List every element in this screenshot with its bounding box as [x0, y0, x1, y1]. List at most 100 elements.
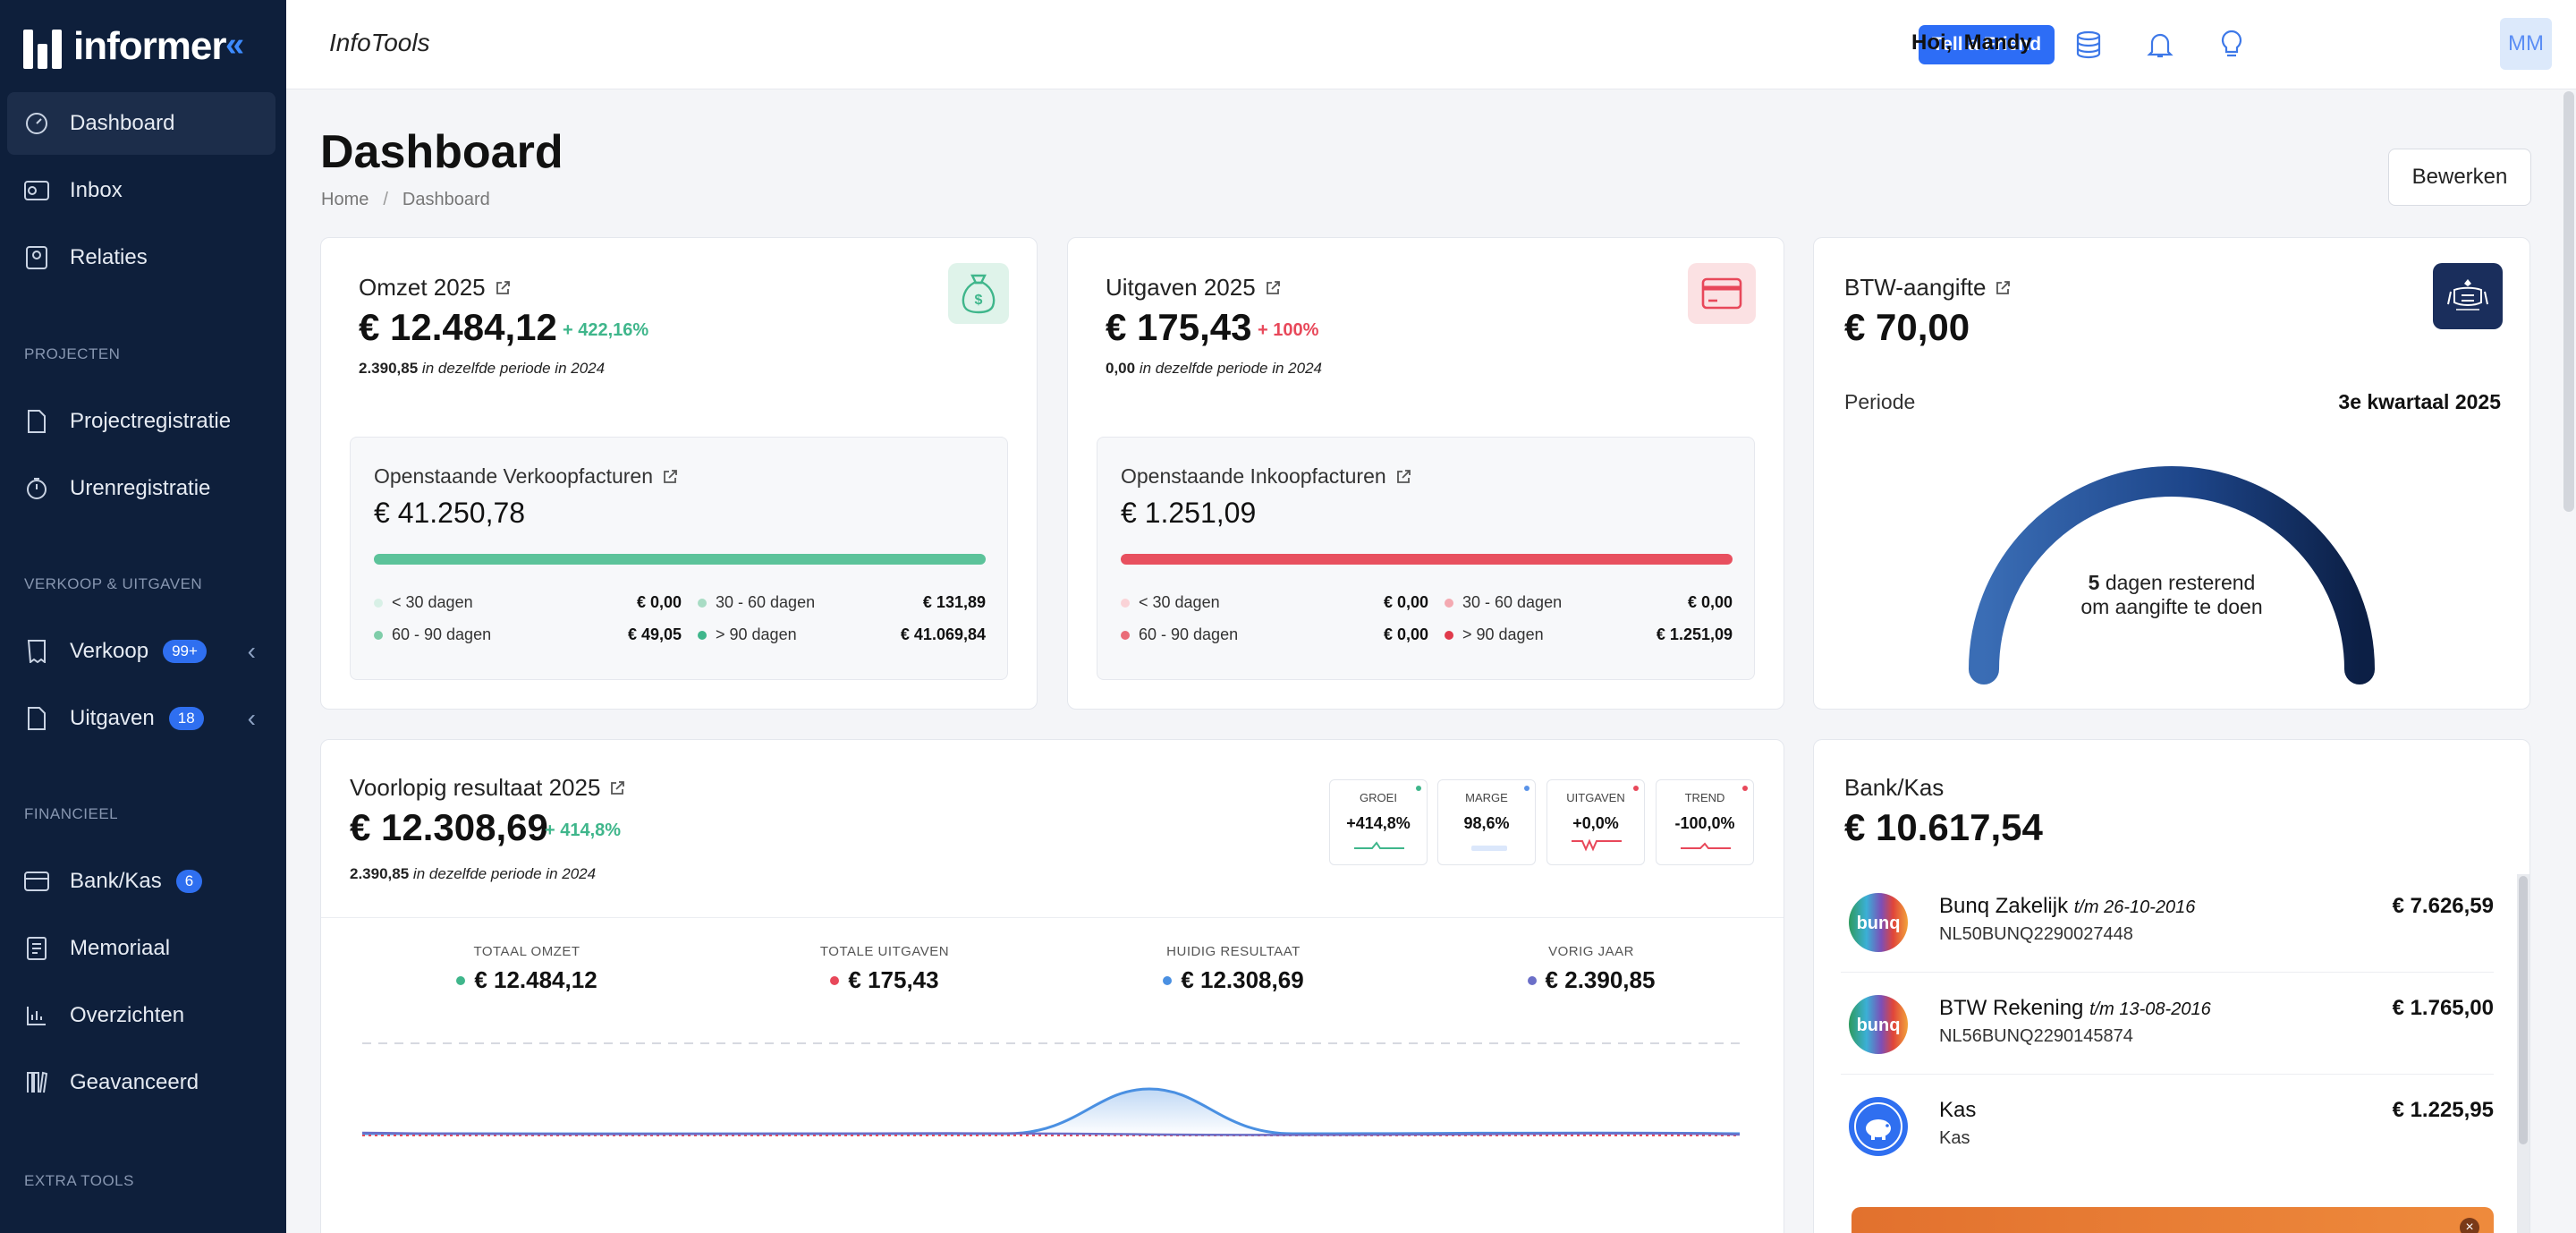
kpi-label: UITGAVEN [1566, 791, 1625, 804]
btw-title[interactable]: BTW-aangifte [1844, 274, 2011, 302]
kpi-dot [1524, 786, 1530, 791]
scrollbar-track[interactable] [2517, 874, 2529, 1233]
stopwatch-icon [23, 475, 50, 502]
legend-dot [1121, 630, 1130, 640]
promo-banner[interactable]: × [1852, 1207, 2494, 1233]
sidebar-item-overzichten[interactable]: Overzichten [7, 984, 275, 1047]
omzet-title[interactable]: Omzet 2025 [359, 274, 511, 302]
chevron-left-icon[interactable]: ‹ [247, 637, 256, 665]
legend-30-60: 30 - 60 dagen [698, 593, 815, 612]
card-title-text: Uitgaven 2025 [1106, 274, 1256, 301]
compare-text: in dezelfde periode in 2024 [1135, 360, 1322, 377]
legend-value: € 0,00 [1687, 593, 1733, 611]
kpi-value: +414,8% [1346, 814, 1411, 832]
legend-value: € 0,00 [1383, 625, 1428, 643]
credit-card-icon [1688, 263, 1756, 324]
deadline-gauge [1969, 466, 2375, 685]
edit-dashboard-button[interactable]: Bewerken [2388, 149, 2531, 206]
legend-60-90: 60 - 90 dagen [1121, 625, 1238, 644]
sidebar-item-geavanceerd[interactable]: Geavanceerd [7, 1051, 275, 1114]
bank-account-row[interactable]: bunq Bunq Zakelijk t/m 26-10-2016 NL50BU… [1841, 871, 2494, 973]
external-link-icon[interactable] [495, 280, 511, 296]
total-value-row: € 12.308,69 [1126, 966, 1341, 994]
breadcrumb-home[interactable]: Home [321, 190, 369, 209]
external-link-icon[interactable] [609, 780, 625, 796]
kpi-trend[interactable]: TREND -100,0% [1656, 779, 1754, 865]
count-badge: 6 [175, 870, 203, 893]
sidebar-item-label: Geavanceerd [70, 1070, 199, 1094]
kpi-dot [1416, 786, 1421, 791]
resultaat-amount: € 12.308,69 [350, 806, 548, 848]
open-sales-invoices[interactable]: Openstaande Verkoopfacturen € 41.250,78 … [350, 437, 1008, 680]
sidebar-item-dashboard[interactable]: Dashboard [7, 92, 275, 155]
omzet-delta: + 422,16% [563, 320, 649, 340]
sidebar-item-label: Urenregistratie [70, 476, 211, 500]
kpi-label: GROEI [1360, 791, 1397, 804]
sidebar-item-label: Bank/Kas [70, 869, 162, 893]
account-balance: € 1.765,00 [2392, 996, 2494, 1020]
bank-account-row[interactable]: bunq BTW Rekening t/m 13-08-2016 NL56BUN… [1841, 973, 2494, 1075]
external-link-icon[interactable] [662, 469, 678, 485]
external-link-icon[interactable] [1265, 280, 1281, 296]
sidebar-item-label: Relaties [70, 245, 148, 269]
database-icon[interactable] [2071, 27, 2106, 63]
legend-label: 30 - 60 dagen [1462, 593, 1563, 611]
sidebar-item-label: Dashboard [70, 111, 175, 135]
sidebar-item-uitgaven[interactable]: Uitgaven 18 ‹ [7, 687, 275, 750]
chevron-left-icon[interactable]: ‹ [247, 704, 256, 732]
topbar: InfoTools Tell a Friend Hoi, Mandy MM [286, 0, 2576, 89]
bank-account-row[interactable]: Kas Kas € 1.225,95 [1841, 1075, 2494, 1177]
sidebar-item-urenregistratie[interactable]: Urenregistratie [7, 457, 275, 520]
app-title: InfoTools [329, 29, 430, 56]
sub-title: Openstaande Inkoopfacturen [1121, 464, 1411, 489]
open-purchase-invoices[interactable]: Openstaande Inkoopfacturen € 1.251,09 < … [1097, 437, 1755, 680]
resultaat-title[interactable]: Voorlopig resultaat 2025 [350, 774, 625, 802]
legend-label: 30 - 60 dagen [716, 593, 816, 611]
account-name: Kas [1939, 1098, 1977, 1122]
sidebar-item-bank-kas[interactable]: Bank/Kas 6 [7, 850, 275, 913]
sidebar-item-label: Inbox [70, 178, 123, 202]
account-name: Bunq Zakelijk t/m 26-10-2016 [1939, 894, 2195, 919]
brand-logo[interactable]: informer [23, 20, 226, 73]
kpi-uitgaven[interactable]: UITGAVEN +0,0% [1546, 779, 1645, 865]
compare-text: in dezelfde periode in 2024 [409, 865, 597, 882]
external-link-icon[interactable] [1395, 469, 1411, 485]
legend-label: < 30 dagen [1139, 593, 1220, 611]
sidebar-item-memoriaal[interactable]: Memoriaal [7, 917, 275, 980]
kpi-label: TREND [1684, 791, 1725, 804]
sidebar-item-verkoop[interactable]: Verkoop 99+ ‹ [7, 620, 275, 683]
account-date: t/m 13-08-2016 [2089, 999, 2211, 1019]
page-scrollbar-thumb[interactable] [2563, 91, 2574, 512]
bell-icon[interactable] [2142, 27, 2178, 63]
legend-dot [1121, 598, 1130, 608]
section-extra-tools: EXTRA TOOLS [24, 1172, 134, 1189]
uitgaven-title[interactable]: Uitgaven 2025 [1106, 274, 1281, 302]
total-vorig-jaar: VORIG JAAR € 2.390,85 [1484, 944, 1699, 994]
sidebar-item-label: Overzichten [70, 1003, 185, 1027]
card-title-text: Omzet 2025 [359, 274, 486, 301]
close-icon[interactable]: × [2460, 1218, 2479, 1233]
scrollbar-thumb[interactable] [2519, 876, 2528, 1144]
external-link-icon[interactable] [1995, 280, 2011, 296]
collapse-sidebar-icon[interactable]: « [225, 26, 245, 64]
period-label: Periode [1844, 390, 1916, 413]
svg-text:bunq: bunq [1857, 1016, 1901, 1035]
legend-gt90: > 90 dagen [698, 625, 797, 644]
legend-dot [830, 975, 840, 985]
bank-title[interactable]: Bank/Kas [1844, 774, 1945, 801]
lightbulb-icon[interactable] [2214, 27, 2250, 63]
days-line2: om aangifte te doen [2080, 595, 2263, 618]
kpi-marge[interactable]: MARGE 98,6% [1437, 779, 1536, 865]
kpi-value: +0,0% [1572, 814, 1619, 832]
account-name: BTW Rekening t/m 13-08-2016 [1939, 996, 2211, 1021]
sidebar-item-inbox[interactable]: Inbox [7, 159, 275, 222]
sidebar: informer « Dashboard Inbox Relaties PROJ… [0, 0, 286, 1233]
series-area [362, 1089, 1740, 1135]
sidebar-item-relaties[interactable]: Relaties [7, 226, 275, 289]
tell-a-friend-button[interactable]: Tell a Friend [1919, 25, 2055, 64]
gauge-arc [1969, 466, 2375, 685]
sidebar-item-projectregistratie[interactable]: Projectregistratie [7, 390, 275, 453]
kpi-label: MARGE [1465, 791, 1508, 804]
kpi-groei[interactable]: GROEI +414,8% [1329, 779, 1428, 865]
avatar[interactable]: MM [2500, 18, 2552, 70]
